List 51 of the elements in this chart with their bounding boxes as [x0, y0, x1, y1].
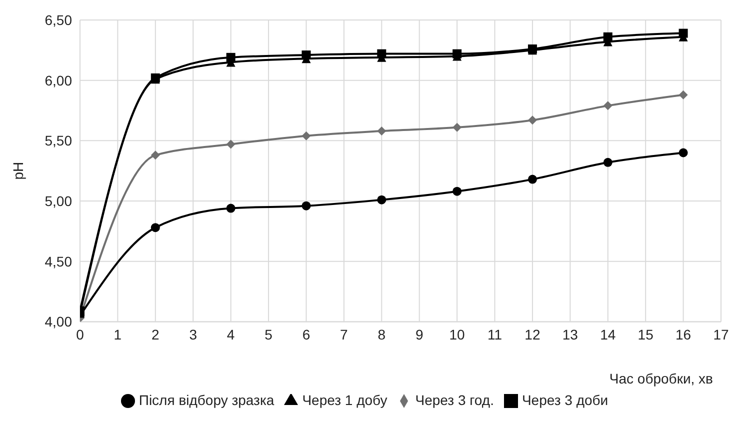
y-tick-label: 5,50 — [44, 132, 72, 149]
point — [302, 201, 311, 210]
point — [377, 126, 386, 136]
y-tick-label: 4,00 — [44, 314, 72, 330]
x-tick-label: 8 — [378, 326, 386, 343]
point — [377, 195, 386, 204]
x-tick-label: 11 — [487, 326, 502, 343]
legend-label: Через 3 доби — [522, 392, 608, 408]
x-tick-label: 15 — [638, 326, 654, 343]
point — [678, 148, 688, 158]
point — [678, 90, 688, 100]
point — [603, 101, 612, 110]
point — [377, 49, 386, 58]
x-tick-label: 17 — [713, 326, 729, 343]
y-tick-label: 6,00 — [44, 72, 72, 88]
x-tick-label: 6 — [302, 326, 310, 343]
point — [150, 150, 160, 160]
legend-label: Після відбору зразка — [138, 392, 274, 408]
y-tick-label: 4,50 — [44, 253, 72, 270]
point — [528, 116, 537, 125]
x-tick-label: 7 — [340, 326, 348, 343]
point — [452, 49, 462, 58]
point — [226, 52, 236, 62]
y-tick-label: 6,50 — [44, 12, 72, 28]
x-tick-label: 3 — [189, 326, 198, 343]
legend-label: Через 1 добу — [302, 392, 388, 408]
y-tick-label: 5,00 — [44, 192, 72, 209]
x-tick-label: 9 — [415, 326, 424, 343]
x-tick-label: 12 — [524, 326, 540, 343]
legend-label: Через 3 год. — [415, 392, 494, 408]
point — [603, 158, 612, 167]
point — [603, 32, 612, 42]
x-tick-label: 2 — [152, 326, 160, 343]
point — [226, 140, 236, 149]
point — [150, 223, 160, 232]
x-tick-label: 5 — [264, 326, 273, 343]
x-tick-label: 14 — [600, 326, 616, 343]
point — [678, 28, 688, 38]
x-axis-title: Час обробки, хв — [609, 370, 713, 387]
point — [226, 204, 236, 213]
point — [302, 131, 311, 140]
x-tick-label: 13 — [562, 326, 578, 343]
point — [452, 186, 462, 196]
x-tick-label: 1 — [114, 326, 122, 343]
x-tick-label: 4 — [226, 326, 235, 343]
y-axis-title: pH — [10, 162, 26, 180]
x-tick-label: 0 — [76, 326, 84, 343]
point — [528, 174, 537, 184]
x-tick-label: 16 — [676, 326, 692, 343]
point — [452, 122, 462, 132]
x-tick-label: 10 — [449, 326, 466, 343]
